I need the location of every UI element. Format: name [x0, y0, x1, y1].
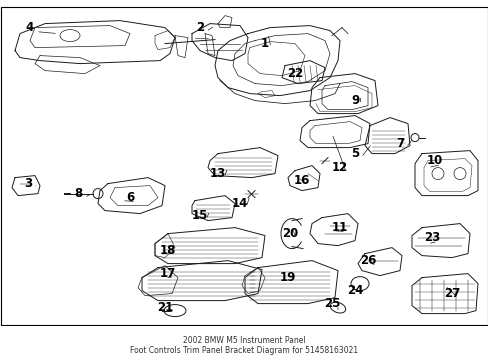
Text: 20: 20: [281, 227, 298, 240]
Text: 13: 13: [209, 167, 225, 180]
Text: 18: 18: [160, 244, 176, 257]
Text: 24: 24: [346, 284, 363, 297]
Text: 25: 25: [323, 297, 340, 310]
Text: 23: 23: [423, 231, 439, 244]
Text: 9: 9: [350, 94, 358, 107]
Text: 26: 26: [359, 254, 375, 267]
Text: 14: 14: [231, 197, 248, 210]
Text: 11: 11: [331, 221, 347, 234]
Text: 2: 2: [196, 21, 203, 34]
Text: 22: 22: [286, 67, 303, 80]
Text: 21: 21: [157, 301, 173, 314]
Text: 17: 17: [160, 267, 176, 280]
Text: 12: 12: [331, 161, 347, 174]
Text: 4: 4: [26, 21, 34, 34]
Text: 15: 15: [191, 209, 208, 222]
Text: 2002 BMW M5 Instrument Panel
Foot Controls Trim Panel Bracket Diagram for 514581: 2002 BMW M5 Instrument Panel Foot Contro…: [130, 336, 358, 355]
Text: 8: 8: [74, 187, 82, 200]
Text: 5: 5: [350, 147, 358, 160]
Text: 10: 10: [426, 154, 442, 167]
Text: 27: 27: [443, 287, 459, 300]
Text: 3: 3: [24, 177, 32, 190]
Text: 6: 6: [125, 191, 134, 204]
Text: 16: 16: [293, 174, 309, 187]
Text: 7: 7: [395, 137, 403, 150]
Text: 19: 19: [279, 271, 296, 284]
Text: 1: 1: [261, 37, 268, 50]
